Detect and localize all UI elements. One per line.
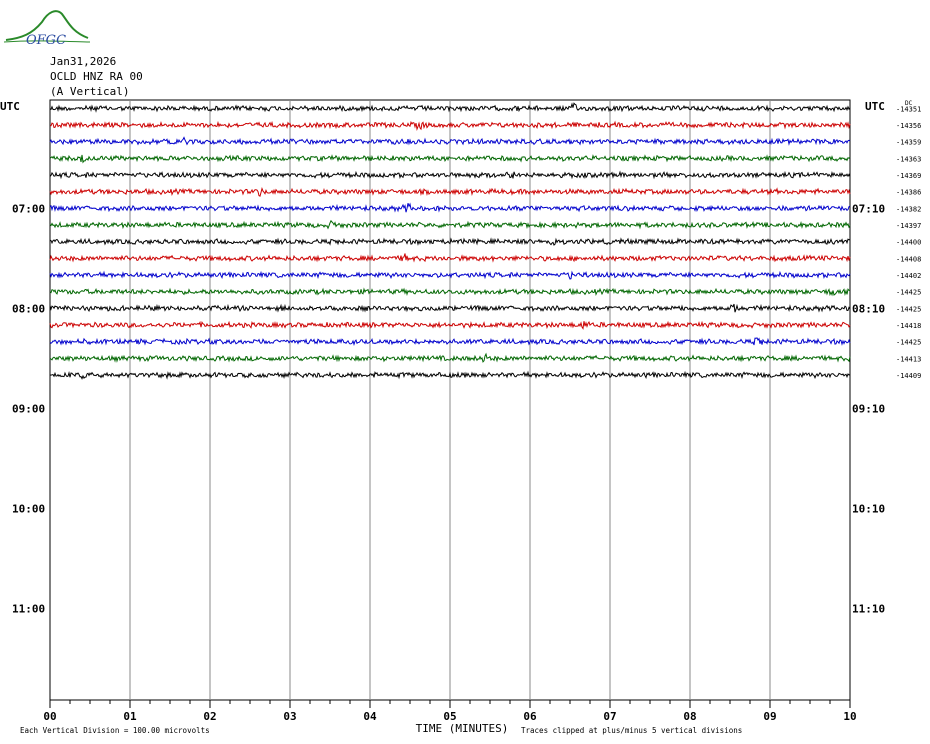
dc-offset-label: -14359 [896,139,921,147]
left-hour-label: 11:00 [12,602,45,615]
chart-grid [49,99,851,708]
left-hour-label: 08:00 [12,302,45,315]
x-axis-title: TIME (MINUTES) [416,722,509,735]
logo-text: OFGC [26,33,66,48]
dc-offset-label: -14351 [896,105,921,113]
footer-clip-note: Traces clipped at plus/minus 5 vertical … [521,726,742,735]
dc-offset-label: -14408 [896,255,921,263]
footer-scale-note: Each Vertical Division = 100.00 microvol… [20,726,210,735]
seismic-trace [49,237,851,246]
dc-offset-label: -14356 [896,122,921,130]
dc-offset-label: -14425 [896,289,921,297]
right-hour-label: 08:10 [852,302,885,315]
dc-offset-label: -14425 [896,339,921,347]
right-hour-label: 07:10 [852,202,885,215]
trace-group [49,102,851,380]
seismic-trace [49,320,851,330]
seismic-trace [49,102,851,113]
seismic-trace [49,202,851,213]
seismic-trace [49,337,851,346]
x-tick-label: 07 [603,710,616,723]
seismic-trace [49,136,851,146]
seismic-trace [49,352,851,363]
dc-offset-label: -14369 [896,172,921,180]
x-tick-label: 09 [763,710,776,723]
dc-offset-label: -14425 [896,305,921,313]
x-tick-label: 01 [123,710,137,723]
dc-offset-label: -14386 [896,189,921,197]
x-tick-label: 06 [523,710,537,723]
x-tick-label: 08 [683,710,696,723]
x-tick-label: 10 [843,710,856,723]
left-hour-label: 07:00 [12,202,45,215]
seismic-trace [49,287,851,297]
label-group: 00 01 02 03 04 05 06 07 08 09 10 07:00 08:00 09:00 10:… [12,105,921,723]
seismic-trace [50,120,851,131]
right-hour-label: 09:10 [852,402,885,415]
left-hour-label: 09:00 [12,402,45,415]
x-tick-label: 02 [203,710,216,723]
left-hour-label: 10:00 [12,502,45,515]
dc-offset-label: -14363 [896,155,921,163]
seismic-trace [49,303,851,313]
seismic-trace [49,270,851,280]
dc-offset-label: -14397 [896,222,921,230]
seismic-trace [49,170,851,180]
dc-label: DC [905,100,913,107]
seismic-trace [49,186,851,197]
ofgc-logo: OFGC [2,4,92,52]
left-axis-utc-label: UTC [0,100,20,113]
dc-offset-label: -14413 [896,355,921,363]
right-hour-label: 10:10 [852,502,885,515]
header-station: OCLD HNZ RA 00 [50,70,143,83]
right-axis-utc-label: UTC [865,100,885,113]
x-tick-label: 05 [443,710,456,723]
x-tick-label: 00 [43,710,56,723]
dc-offset-label: -14400 [896,239,921,247]
seismic-trace [49,370,851,380]
seismic-trace [49,219,851,230]
header-date: Jan31,2026 [50,55,117,68]
x-tick-label: 03 [283,710,296,723]
right-hour-label: 11:10 [852,602,885,615]
seismic-trace [49,253,851,263]
x-tick-label: 04 [363,710,377,723]
dc-offset-label: -14418 [896,322,921,330]
header-component: (A Vertical) [50,85,130,98]
dc-offset-label: -14402 [896,272,921,280]
dc-offset-label: -14382 [896,205,921,213]
dc-offset-label: -14409 [896,372,921,380]
seismic-trace [49,154,851,164]
